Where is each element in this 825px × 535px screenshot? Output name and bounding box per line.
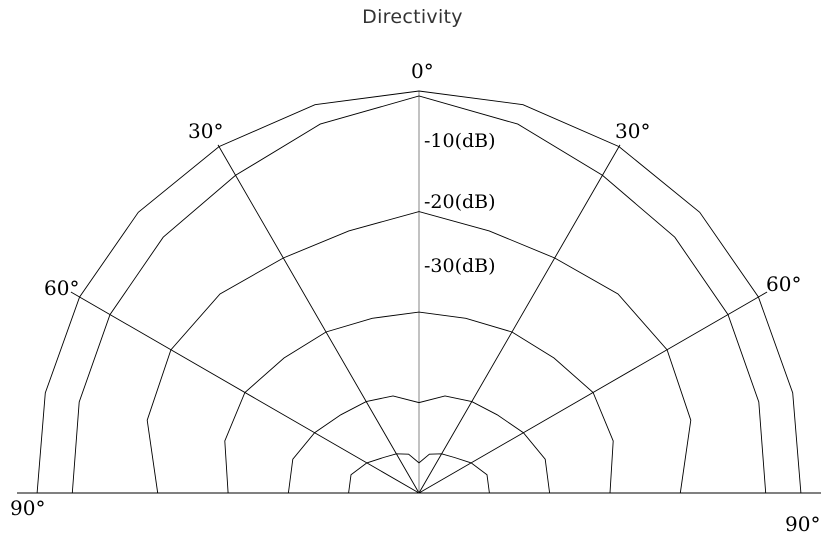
angle-label-0: 0° — [411, 59, 434, 83]
axis-labels: 0° 30° 30° 60° 60° 90° 90° -10(dB) -20(d… — [10, 59, 820, 535]
directivity-curve-4 — [224, 311, 614, 494]
ring-label-minus10: -10(dB) — [424, 130, 496, 152]
directivity-curve-6 — [348, 453, 490, 494]
spoke-minus30 — [217, 144, 420, 494]
ring-label-minus20: -20(dB) — [424, 191, 496, 213]
angle-label-30-left: 30° — [188, 119, 223, 143]
angle-label-60-left: 60° — [44, 276, 79, 300]
chart-title: Directivity — [362, 6, 463, 28]
directivity-curve-1 — [36, 90, 802, 494]
directivity-curve-5 — [287, 395, 551, 494]
angle-label-60-right: 60° — [766, 272, 801, 296]
ring-label-minus30: -30(dB) — [424, 255, 496, 277]
directivity-curve-2 — [71, 95, 767, 494]
angle-label-90-right: 90° — [785, 512, 820, 535]
directivity-curve-3 — [146, 211, 692, 494]
angle-label-30-right: 30° — [615, 119, 650, 143]
directivity-curves — [36, 90, 802, 494]
angle-label-90-left: 90° — [10, 496, 45, 520]
spoke-30 — [418, 144, 621, 494]
angle-spokes — [17, 91, 821, 494]
